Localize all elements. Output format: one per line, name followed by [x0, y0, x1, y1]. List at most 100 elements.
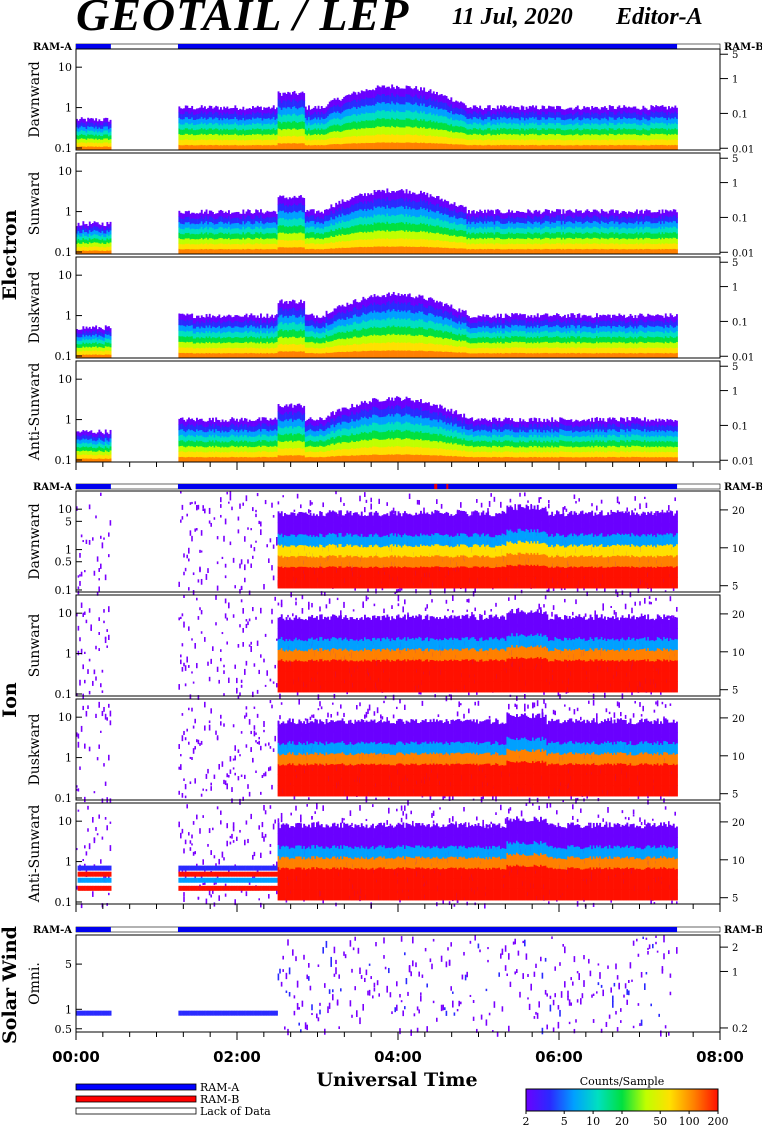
data-cell [519, 134, 522, 141]
data-cell [232, 139, 235, 146]
data-cell [466, 113, 469, 119]
data-cell [413, 111, 416, 120]
data-cell [370, 142, 373, 151]
data-cell [280, 122, 283, 131]
data-cell [303, 198, 306, 206]
data-cell [80, 137, 83, 143]
data-cell [304, 106, 307, 113]
data-cell [298, 128, 301, 137]
data-cell [468, 128, 470, 135]
data-cell [359, 128, 362, 137]
data-cell [95, 126, 98, 131]
data-cell [92, 122, 94, 127]
data-cell [551, 112, 554, 118]
data-cell [455, 106, 458, 114]
data-cell [384, 103, 387, 112]
data-cell [506, 107, 509, 114]
data-cell [306, 144, 309, 151]
data-cell [396, 109, 398, 119]
data-cell [456, 131, 459, 139]
data-cell [453, 107, 456, 115]
data-cell [178, 144, 181, 151]
data-cell [439, 129, 442, 137]
data-cell [325, 139, 328, 146]
data-cell [367, 142, 370, 151]
data-cell [479, 122, 482, 129]
data-cell [210, 138, 213, 145]
data-cell [576, 133, 579, 140]
data-cell [320, 144, 323, 151]
data-cell [228, 134, 230, 141]
data-cell [421, 120, 424, 129]
data-cell [394, 127, 397, 136]
data-cell [261, 119, 264, 126]
data-cell [314, 139, 317, 146]
data-cell [540, 119, 542, 125]
data-cell [517, 107, 520, 114]
data-cell [504, 128, 507, 135]
data-cell [527, 113, 530, 120]
data-cell [311, 124, 314, 130]
data-cell [84, 122, 86, 128]
data-cell [444, 129, 446, 137]
data-cell [399, 119, 402, 128]
data-cell [290, 94, 293, 102]
data-cell [303, 142, 306, 151]
data-cell [536, 144, 539, 151]
data-cell [460, 113, 462, 121]
data-cell [336, 117, 339, 125]
data-cell [364, 142, 366, 151]
data-cell [255, 118, 258, 124]
data-cell [460, 131, 462, 139]
data-cell [332, 143, 334, 151]
data-cell [511, 144, 514, 151]
data-cell [560, 124, 563, 130]
data-cell [519, 144, 522, 151]
data-cell [200, 121, 203, 129]
data-cell [436, 135, 438, 144]
data-cell [335, 143, 338, 151]
data-cell [197, 129, 200, 135]
data-cell [495, 139, 498, 146]
data-cell [322, 134, 325, 141]
data-cell [388, 94, 390, 104]
data-cell [373, 142, 376, 151]
data-cell [183, 144, 186, 151]
data-cell [511, 118, 514, 125]
data-cell [109, 245, 112, 251]
data-cell [440, 108, 443, 116]
data-cell [472, 122, 475, 129]
data-cell [87, 137, 90, 143]
data-cell [231, 139, 234, 146]
data-cell [506, 118, 509, 125]
data-cell [248, 113, 251, 119]
data-cell [312, 123, 315, 130]
data-cell [188, 139, 190, 146]
data-cell [224, 144, 227, 151]
data-cell [284, 142, 286, 151]
data-cell [492, 118, 494, 125]
data-cell [410, 126, 413, 136]
data-cell [221, 119, 224, 126]
data-cell [527, 118, 530, 125]
data-cell [440, 94, 443, 102]
data-cell [77, 120, 80, 125]
data-cell [258, 123, 261, 130]
data-cell [512, 144, 515, 151]
data-cell [480, 119, 483, 125]
data-cell [407, 86, 410, 95]
data-cell [464, 122, 467, 129]
data-cell [247, 139, 250, 146]
data-cell [268, 128, 270, 135]
data-cell [676, 134, 678, 140]
data-cell [484, 118, 486, 125]
data-cell [210, 122, 213, 129]
data-cell [352, 113, 355, 122]
data-cell [250, 129, 253, 136]
data-cell [277, 135, 280, 144]
data-cell [314, 111, 317, 118]
data-cell [269, 139, 272, 146]
data-cell [84, 142, 86, 147]
data-cell [440, 136, 443, 144]
data-cell [580, 109, 582, 116]
